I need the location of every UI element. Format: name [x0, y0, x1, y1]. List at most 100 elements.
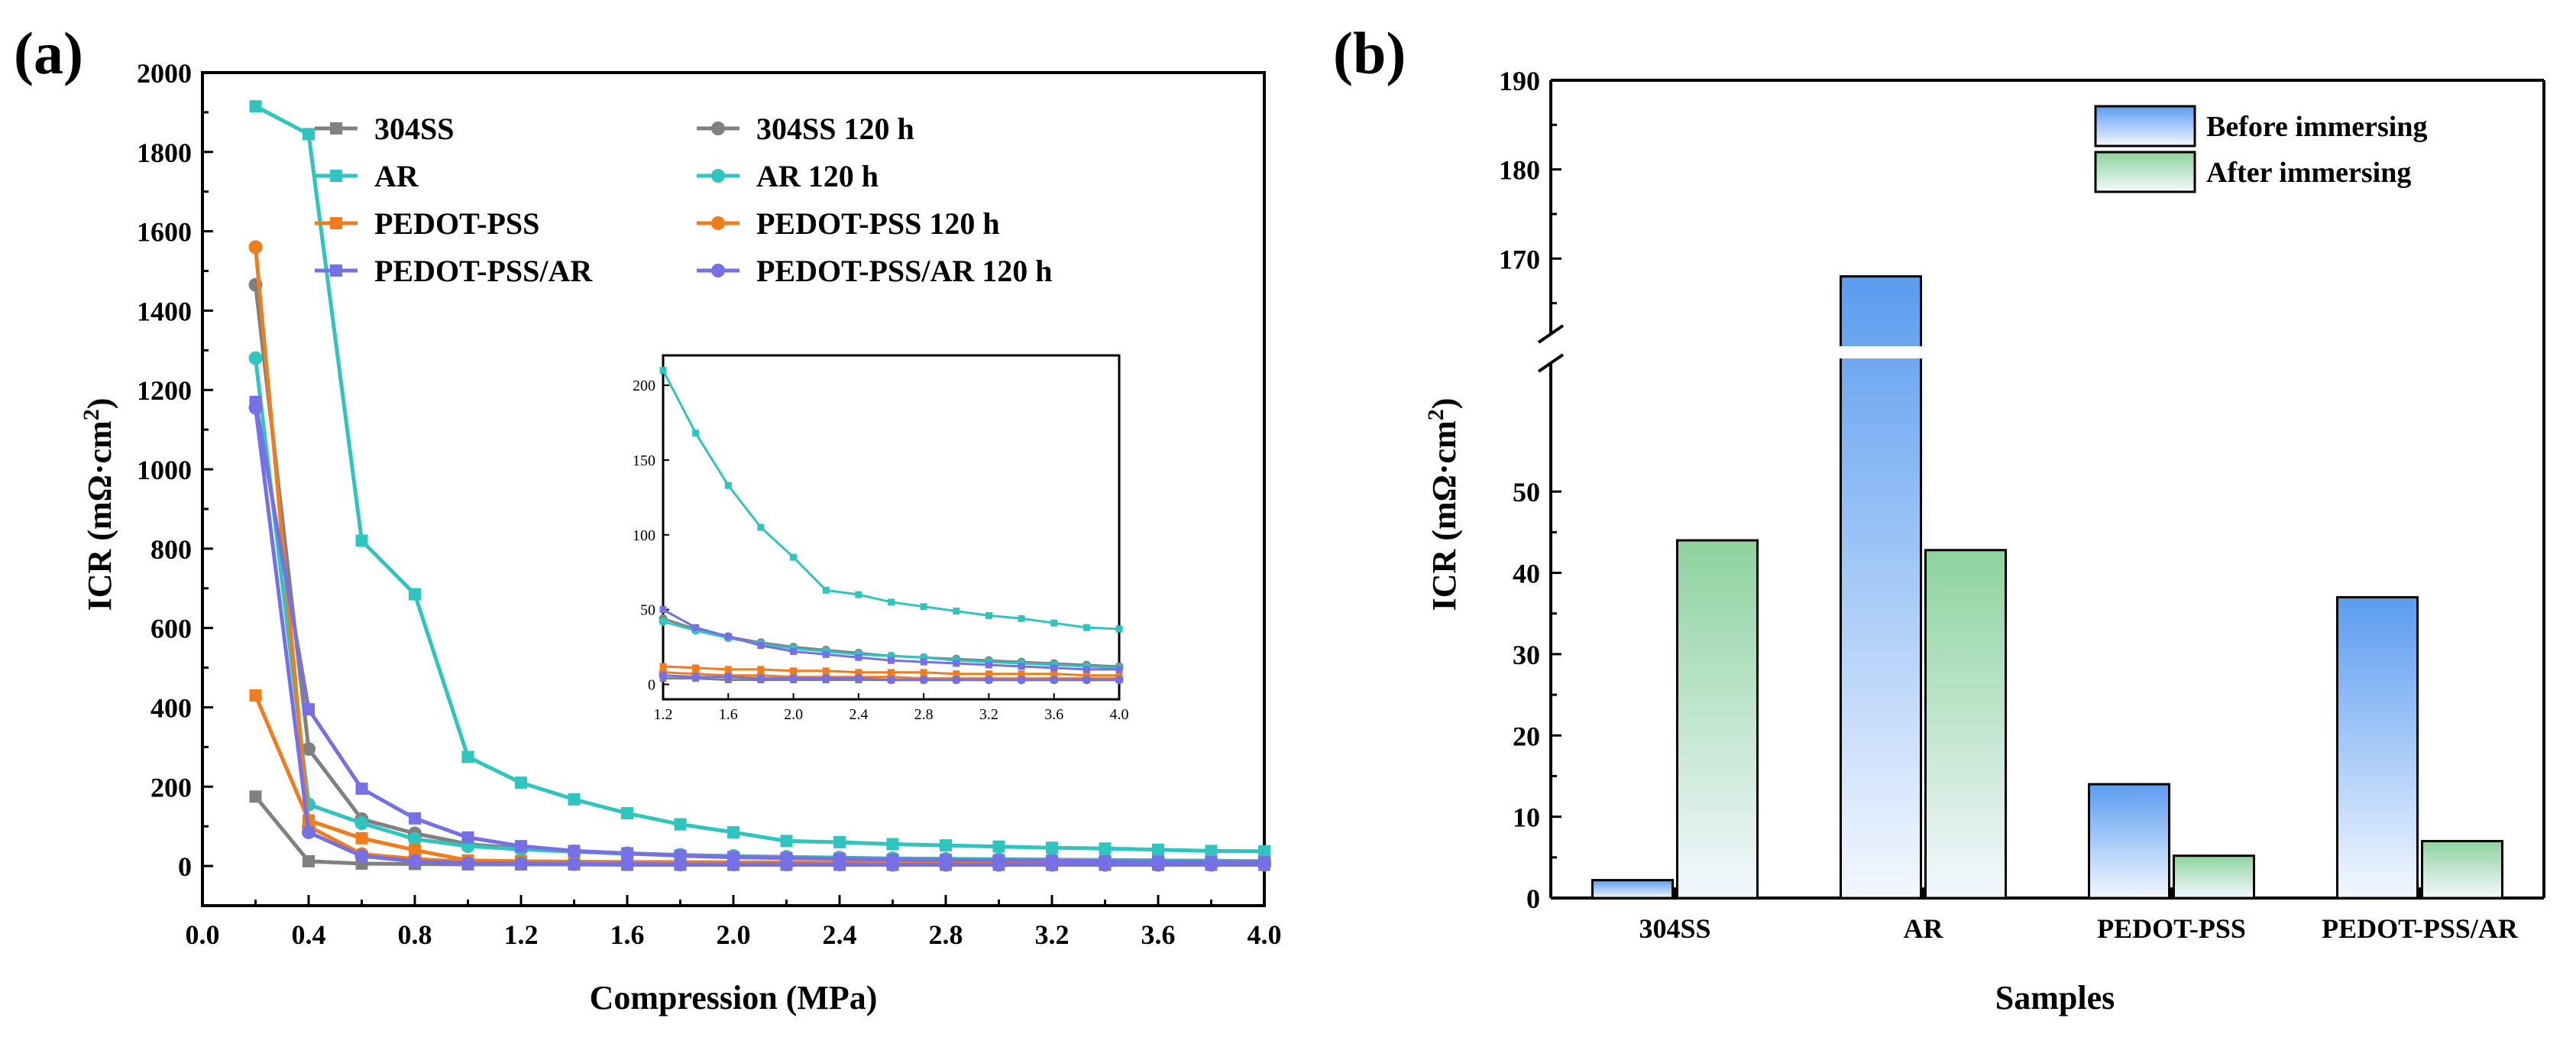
series-line-pedot-pss-ar — [254, 401, 1264, 864]
inset-point-ar — [790, 553, 798, 561]
bar-before-immersing-pedot-pss-ar — [2336, 595, 2419, 900]
point-pedot-pss-ar-120-h — [673, 858, 688, 872]
point-pedot-pss-ar-120-h — [248, 400, 263, 415]
bar-before-immersing-ar — [1840, 275, 1922, 900]
panel-a-y-tick-label: 0 — [178, 851, 192, 882]
point-pedot-pss-ar — [568, 845, 581, 858]
panel-b-x-tick-label: AR — [1904, 913, 1944, 944]
panel-a-x-tick-label: 0.4 — [292, 919, 326, 950]
bar-after-immersing-pedot-pss-ar — [2421, 840, 2503, 900]
inset-point-ar — [1115, 625, 1123, 633]
panel-a-y-tick-label: 2000 — [137, 58, 192, 89]
panel-a-y-tick-label: 200 — [150, 772, 192, 802]
point-ar — [1152, 843, 1164, 856]
inset-point-pedot-pss — [790, 667, 798, 675]
inset-point-pedot-pss-ar-120-h — [919, 676, 928, 685]
panel-b-y-axis-label-close: ) — [1426, 398, 1463, 410]
inset-y-tick-label: 150 — [633, 452, 655, 469]
legend-swatch-after-immersing — [2094, 151, 2196, 193]
point-ar — [833, 835, 846, 848]
panel-a-y-tick-label: 1400 — [137, 296, 192, 326]
point-ar-120-h — [354, 816, 369, 831]
inset-point-pedot-pss — [953, 670, 960, 678]
legend-label-pedot-pss-120-h: PEDOT-PSS 120 h — [756, 206, 1000, 241]
inset-point-ar — [920, 603, 927, 611]
point-pedot-pss-ar-120-h — [885, 858, 900, 872]
bar-break-gap — [1838, 346, 1924, 358]
panel-a-x-tick-label: 0.0 — [186, 919, 220, 950]
panel-a-y-tick-label: 1000 — [137, 455, 192, 485]
inset-point-pedot-pss-ar-120-h — [821, 674, 830, 683]
inset-point-pedot-pss — [757, 666, 765, 673]
inset-point-ar — [822, 586, 830, 594]
point-ar — [727, 825, 739, 838]
inset-point-pedot-pss-ar — [659, 606, 667, 614]
point-pedot-pss-ar — [409, 812, 421, 825]
inset-point-pedot-pss — [920, 669, 927, 676]
point-pedot-pss-ar-120-h — [1098, 858, 1112, 872]
panel-a-inset: 1.2 1.6 2.0 2.4 2.8 3.2 3.6 4.0 0 50 100 150 200 — [633, 354, 1129, 723]
inset-point-ar — [757, 524, 765, 531]
panel-a-series — [248, 100, 1271, 872]
bar-after-immersing-pedot-pss — [2173, 854, 2255, 900]
inset-point-pedot-pss-ar-120-h — [854, 674, 863, 683]
inset-point-ar — [692, 430, 700, 437]
point-pedot-pss-120-h — [248, 240, 263, 255]
panel-b-x-tick-label: PEDOT-PSS — [2097, 913, 2246, 944]
inset-point-ar — [1050, 619, 1058, 627]
panel-a-x-tick-label: 1.6 — [610, 919, 645, 950]
inset-point-pedot-pss — [1050, 670, 1058, 678]
inset-point-ar — [659, 367, 667, 374]
bar-before-immersing-304ss — [1591, 879, 1674, 900]
panel-b-y-tick-label: 40 — [1513, 559, 1540, 589]
inset-point-pedot-pss-ar-120-h — [1050, 676, 1059, 685]
inset-x-tick-label: 2.0 — [784, 706, 803, 723]
inset-point-pedot-pss — [855, 669, 862, 676]
point-304ss — [303, 854, 315, 867]
point-ar — [674, 818, 687, 831]
point-pedot-pss-ar-120-h — [461, 856, 475, 871]
panel-a-y-tick-label: 1800 — [137, 138, 192, 168]
point-ar — [1046, 841, 1058, 854]
inset-point-pedot-pss-ar — [985, 661, 992, 669]
legend-marker-ar — [330, 170, 342, 182]
point-pedot-pss-ar-120-h — [939, 858, 953, 872]
inset-point-pedot-pss-ar — [822, 650, 830, 658]
inset-point-pedot-pss-ar — [1050, 664, 1058, 672]
inset-point-pedot-pss — [692, 664, 700, 672]
inset-point-ar — [1018, 614, 1025, 622]
inset-x-tick-label: 1.6 — [719, 706, 738, 723]
inset-point-pedot-pss — [822, 667, 830, 675]
inset-point-pedot-pss-ar — [888, 657, 895, 664]
inset-y-tick-label: 50 — [640, 602, 655, 619]
inset-y-tick-label: 0 — [648, 676, 655, 693]
point-ar — [355, 534, 368, 547]
inset-point-ar-120-h — [659, 617, 668, 626]
panel-a-y-tick-label: 1600 — [137, 217, 192, 248]
inset-point-pedot-pss-ar-120-h — [723, 673, 733, 682]
panel-a-x-tick-label: 3.6 — [1141, 919, 1176, 950]
panel-b-y-axis-label: ICR (mΩ·cm2) — [1423, 398, 1463, 611]
inset-point-pedot-pss-ar — [920, 658, 927, 666]
legend-swatch-before-immersing — [2094, 105, 2196, 148]
inset-point-pedot-pss — [659, 663, 667, 670]
legend-marker-304ss-120-h — [711, 122, 725, 135]
inset-point-ar — [1083, 624, 1090, 631]
inset-point-pedot-pss-ar-120-h — [984, 676, 993, 685]
point-ar — [1258, 845, 1270, 858]
inset-point-ar — [855, 591, 862, 598]
bar-before-immersing-pedot-pss — [2088, 783, 2170, 900]
legend-label-before-immersing: Before immersing — [2206, 111, 2428, 143]
point-pedot-pss-ar — [355, 782, 368, 795]
inset-x-tick-label: 2.4 — [849, 706, 868, 723]
point-ar-120-h — [248, 351, 263, 365]
legend-marker-pedot-pss-ar-120-h — [711, 264, 725, 277]
panel-a-y-axis-label-sup: 2 — [79, 409, 104, 420]
point-pedot-pss-ar-120-h — [354, 849, 369, 864]
point-ar — [303, 128, 315, 141]
point-pedot-pss-ar — [303, 703, 315, 716]
panel-a-y-tick-label: 1200 — [137, 375, 192, 406]
panel-a-y-tick-label: 600 — [150, 614, 192, 644]
legend-label-ar-120-h: AR 120 h — [756, 159, 879, 193]
